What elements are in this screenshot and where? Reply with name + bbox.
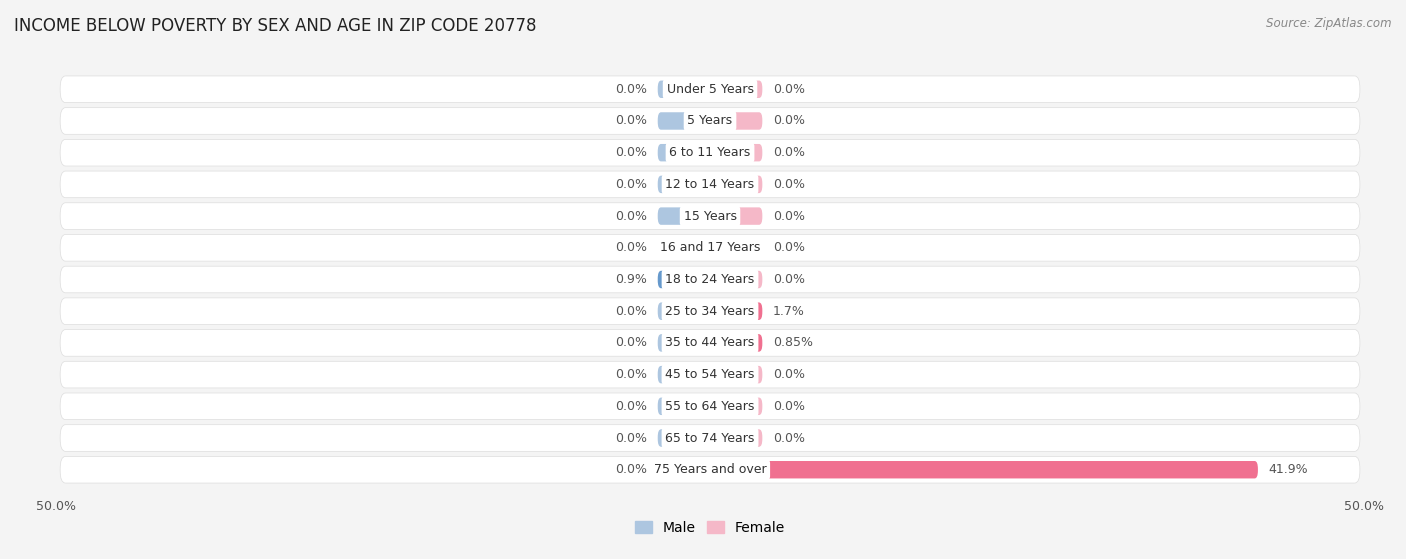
Legend: Male, Female: Male, Female — [630, 515, 790, 540]
FancyBboxPatch shape — [60, 456, 1360, 483]
FancyBboxPatch shape — [710, 112, 762, 130]
Text: 0.0%: 0.0% — [773, 178, 804, 191]
Text: 0.0%: 0.0% — [616, 305, 647, 318]
Text: 0.0%: 0.0% — [616, 115, 647, 127]
Text: 0.0%: 0.0% — [616, 337, 647, 349]
FancyBboxPatch shape — [658, 144, 710, 162]
Text: 1.7%: 1.7% — [773, 305, 804, 318]
Text: 0.9%: 0.9% — [616, 273, 647, 286]
Text: 0.0%: 0.0% — [616, 400, 647, 413]
FancyBboxPatch shape — [658, 207, 710, 225]
FancyBboxPatch shape — [60, 171, 1360, 198]
FancyBboxPatch shape — [60, 203, 1360, 229]
Text: 0.0%: 0.0% — [616, 210, 647, 222]
FancyBboxPatch shape — [60, 298, 1360, 325]
Text: 0.0%: 0.0% — [616, 463, 647, 476]
Text: 35 to 44 Years: 35 to 44 Years — [665, 337, 755, 349]
FancyBboxPatch shape — [658, 271, 710, 288]
FancyBboxPatch shape — [658, 80, 710, 98]
Text: 16 and 17 Years: 16 and 17 Years — [659, 241, 761, 254]
FancyBboxPatch shape — [60, 425, 1360, 451]
Text: 0.0%: 0.0% — [616, 368, 647, 381]
FancyBboxPatch shape — [710, 461, 1258, 479]
Text: 25 to 34 Years: 25 to 34 Years — [665, 305, 755, 318]
FancyBboxPatch shape — [60, 76, 1360, 103]
FancyBboxPatch shape — [60, 393, 1360, 420]
Text: 0.0%: 0.0% — [616, 146, 647, 159]
FancyBboxPatch shape — [658, 176, 710, 193]
FancyBboxPatch shape — [658, 334, 710, 352]
FancyBboxPatch shape — [710, 302, 762, 320]
Text: 0.0%: 0.0% — [773, 83, 804, 96]
FancyBboxPatch shape — [658, 112, 710, 130]
Text: 0.0%: 0.0% — [616, 432, 647, 444]
FancyBboxPatch shape — [710, 271, 762, 288]
Text: 75 Years and over: 75 Years and over — [654, 463, 766, 476]
Text: 0.0%: 0.0% — [773, 115, 804, 127]
FancyBboxPatch shape — [710, 80, 762, 98]
FancyBboxPatch shape — [60, 266, 1360, 293]
FancyBboxPatch shape — [710, 207, 762, 225]
FancyBboxPatch shape — [658, 397, 710, 415]
FancyBboxPatch shape — [658, 461, 710, 479]
Text: 0.0%: 0.0% — [773, 400, 804, 413]
Text: 0.0%: 0.0% — [773, 368, 804, 381]
Text: 0.0%: 0.0% — [773, 273, 804, 286]
FancyBboxPatch shape — [710, 239, 762, 257]
FancyBboxPatch shape — [710, 334, 762, 352]
FancyBboxPatch shape — [658, 429, 710, 447]
Text: 41.9%: 41.9% — [1268, 463, 1308, 476]
FancyBboxPatch shape — [658, 302, 710, 320]
FancyBboxPatch shape — [710, 366, 762, 383]
Text: 18 to 24 Years: 18 to 24 Years — [665, 273, 755, 286]
Text: 0.0%: 0.0% — [616, 178, 647, 191]
Text: Source: ZipAtlas.com: Source: ZipAtlas.com — [1267, 17, 1392, 30]
Text: 0.0%: 0.0% — [616, 83, 647, 96]
FancyBboxPatch shape — [658, 239, 710, 257]
FancyBboxPatch shape — [60, 330, 1360, 356]
FancyBboxPatch shape — [60, 139, 1360, 166]
Text: 65 to 74 Years: 65 to 74 Years — [665, 432, 755, 444]
Text: 0.0%: 0.0% — [773, 210, 804, 222]
FancyBboxPatch shape — [710, 144, 762, 162]
FancyBboxPatch shape — [710, 397, 762, 415]
Text: 55 to 64 Years: 55 to 64 Years — [665, 400, 755, 413]
Text: 45 to 54 Years: 45 to 54 Years — [665, 368, 755, 381]
Text: 0.0%: 0.0% — [773, 432, 804, 444]
Text: 6 to 11 Years: 6 to 11 Years — [669, 146, 751, 159]
FancyBboxPatch shape — [60, 108, 1360, 134]
Text: Under 5 Years: Under 5 Years — [666, 83, 754, 96]
Text: 0.0%: 0.0% — [773, 146, 804, 159]
FancyBboxPatch shape — [710, 176, 762, 193]
Text: 12 to 14 Years: 12 to 14 Years — [665, 178, 755, 191]
Text: 15 Years: 15 Years — [683, 210, 737, 222]
Text: 0.85%: 0.85% — [773, 337, 813, 349]
FancyBboxPatch shape — [60, 234, 1360, 261]
FancyBboxPatch shape — [658, 366, 710, 383]
FancyBboxPatch shape — [60, 361, 1360, 388]
Text: 0.0%: 0.0% — [616, 241, 647, 254]
FancyBboxPatch shape — [710, 429, 762, 447]
Text: 0.0%: 0.0% — [773, 241, 804, 254]
Text: 5 Years: 5 Years — [688, 115, 733, 127]
Text: INCOME BELOW POVERTY BY SEX AND AGE IN ZIP CODE 20778: INCOME BELOW POVERTY BY SEX AND AGE IN Z… — [14, 17, 537, 35]
